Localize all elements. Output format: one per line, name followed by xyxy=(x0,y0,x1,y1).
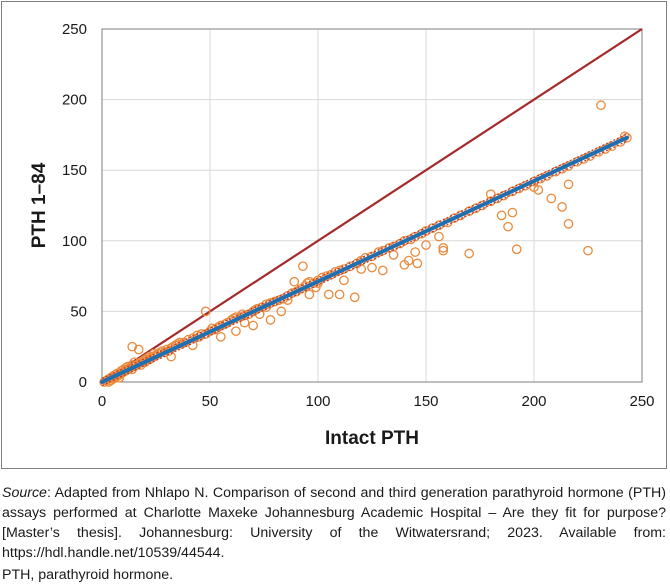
data-point xyxy=(339,275,349,286)
y-tick-label: 200 xyxy=(62,92,87,109)
data-point xyxy=(349,292,360,303)
x-axis-title: Intact PTH xyxy=(325,428,419,449)
data-point xyxy=(434,231,444,242)
x-tick-label: 50 xyxy=(202,393,219,410)
x-tick-label: 0 xyxy=(98,393,106,410)
y-tick-label: 100 xyxy=(62,233,87,250)
y-tick-label: 0 xyxy=(79,374,87,391)
data-point xyxy=(533,185,544,195)
y-tick-label: 250 xyxy=(62,21,87,38)
data-point xyxy=(438,243,449,253)
y-tick-label: 50 xyxy=(70,303,87,320)
y-tick-label: 150 xyxy=(62,162,87,179)
data-point xyxy=(485,189,496,200)
confidence-band-line xyxy=(101,140,628,387)
data-point xyxy=(367,262,377,273)
data-point xyxy=(133,344,144,355)
data-point xyxy=(127,341,138,352)
data-point xyxy=(421,240,431,250)
source-caption: Source: Adapted from Nhlapo N. Compariso… xyxy=(2,483,666,563)
data-point xyxy=(298,261,308,272)
data-point xyxy=(289,276,300,287)
data-point xyxy=(276,306,287,317)
data-point xyxy=(403,255,414,266)
data-point xyxy=(265,315,276,325)
data-point xyxy=(596,100,606,111)
data-point xyxy=(231,326,241,337)
data-point xyxy=(563,219,574,229)
abbreviation-caption: PTH, parathyroid hormone. xyxy=(2,567,174,583)
regression-line xyxy=(100,135,629,384)
x-tick-label: 100 xyxy=(305,393,330,410)
data-point xyxy=(388,250,399,260)
data-point xyxy=(511,244,522,255)
data-point xyxy=(166,351,176,362)
data-point xyxy=(334,289,345,300)
data-point xyxy=(377,265,388,276)
data-point xyxy=(200,306,211,317)
axis-ticks: 0 50 100 150 200 250 0 50 100 150 200 250 xyxy=(62,21,655,410)
x-tick-label: 150 xyxy=(413,393,438,410)
data-point xyxy=(412,258,423,269)
data-point xyxy=(496,210,507,221)
figure-frame: 0 50 100 150 200 250 0 50 100 150 200 250 Intact PT… xyxy=(1,1,667,469)
point-layer xyxy=(99,100,632,387)
data-point xyxy=(557,202,567,212)
identity-line xyxy=(101,28,643,383)
x-tick-label: 200 xyxy=(521,393,546,410)
data-point xyxy=(248,320,259,331)
data-point xyxy=(507,207,518,218)
data-point xyxy=(438,245,449,256)
scatter-chart: 0 50 100 150 200 250 0 50 100 150 200 250 Intact PT… xyxy=(29,21,655,449)
data-point xyxy=(410,247,421,257)
y-axis-title: PTH 1–84 xyxy=(29,162,50,248)
data-point xyxy=(464,248,475,259)
data-point xyxy=(356,264,367,274)
confidence-band-line xyxy=(101,133,628,380)
data-point xyxy=(304,289,315,300)
source-label: Source xyxy=(2,485,47,501)
regression-layer xyxy=(100,133,629,387)
data-point xyxy=(546,193,557,204)
data-point xyxy=(583,245,593,256)
data-point xyxy=(215,331,226,342)
data-point xyxy=(503,221,513,232)
line-layer xyxy=(101,28,643,383)
source-text: : Adapted from Nhlapo N. Comparison of s… xyxy=(2,485,666,561)
plot-area xyxy=(101,28,643,383)
data-point xyxy=(323,289,334,300)
data-point xyxy=(563,179,574,190)
x-tick-label: 250 xyxy=(629,393,654,410)
